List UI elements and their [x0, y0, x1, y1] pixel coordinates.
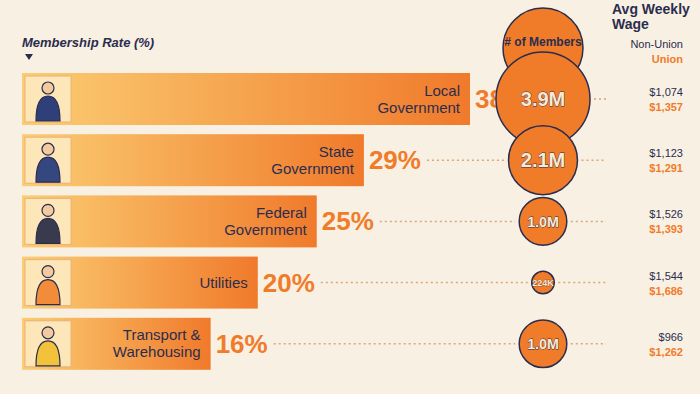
wage-header: Avg WeeklyWage	[612, 1, 690, 32]
icon-body	[36, 341, 60, 366]
member-circle	[519, 320, 567, 368]
axis-label: Membership Rate (%)	[22, 35, 154, 50]
member-label: 1.0M	[527, 336, 559, 352]
icon-head	[42, 143, 54, 155]
icon-tile	[25, 198, 71, 244]
background	[0, 0, 700, 394]
leader-line	[321, 282, 528, 284]
bar	[22, 73, 470, 125]
chart: Membership Rate (%) # of Members Avg Weekl…	[0, 0, 700, 394]
icon-tile	[25, 137, 71, 183]
icon-tile	[25, 76, 71, 122]
category-label-line: Local	[424, 82, 460, 99]
icon-tile	[25, 260, 71, 306]
data-label: 29%	[369, 145, 421, 175]
wage-value: $966	[659, 331, 683, 343]
category-label-line: Federal	[256, 204, 307, 221]
member-label: 224K	[532, 278, 554, 288]
wage-value: $1,526	[649, 208, 683, 220]
wage-value: $1,291	[649, 162, 683, 174]
members-header: # of Members	[504, 35, 582, 49]
category-label-line: Government	[377, 99, 460, 116]
wage-value: $1,544	[649, 270, 683, 282]
category-label: FederalGovernment	[224, 204, 307, 238]
leader-line	[558, 282, 606, 284]
leader-line	[581, 159, 606, 161]
member-label: 3.9M	[521, 88, 565, 110]
icon-head	[42, 327, 54, 339]
bar	[22, 257, 258, 309]
bar	[22, 134, 364, 186]
leader-line	[571, 343, 606, 345]
icon-tile	[25, 321, 71, 367]
wage-value: $1,123	[649, 147, 683, 159]
leader-line	[594, 98, 606, 100]
category-label-line: Government	[271, 160, 354, 177]
leader-line	[380, 221, 515, 223]
data-label: 25%	[322, 206, 374, 236]
wage-value: $1,262	[649, 346, 683, 358]
category-label-line: Warehousing	[113, 343, 201, 360]
icon-head	[42, 82, 54, 94]
category-label: Utilities	[199, 274, 247, 291]
axis-label-arrow	[25, 54, 33, 60]
category-label: StateGovernment	[271, 143, 354, 177]
category-label: Transport &Warehousing	[113, 326, 201, 360]
icon-body	[36, 280, 60, 305]
data-label: 16%	[216, 329, 268, 359]
category-label-line: Transport &	[123, 326, 201, 343]
bar	[22, 318, 211, 370]
icon-head	[42, 204, 54, 216]
leader-line	[571, 221, 606, 223]
wage-value: $1,393	[649, 223, 683, 235]
category-label-line: Government	[224, 221, 307, 238]
wage-value: $1,686	[649, 285, 683, 297]
icon-body	[36, 218, 60, 243]
leader-line	[427, 159, 505, 161]
data-label: 20%	[263, 268, 315, 298]
wage-value: $1,357	[649, 101, 683, 113]
icon-body	[36, 96, 60, 121]
bars	[22, 73, 470, 370]
leader-line	[274, 343, 516, 345]
wage-header-line: Wage	[612, 16, 649, 32]
wage-legend: Non-Union	[630, 38, 683, 50]
category-label-line: State	[319, 143, 354, 160]
wage-legend: Union	[652, 53, 683, 65]
member-label: 1.0M	[527, 214, 559, 230]
wage-header-line: Avg Weekly	[612, 1, 690, 17]
category-label: LocalGovernment	[377, 82, 460, 116]
member-circle	[532, 271, 555, 294]
category-label-line: Utilities	[199, 274, 247, 291]
icon-head	[42, 266, 54, 278]
member-circle	[519, 198, 567, 246]
icon-body	[36, 157, 60, 182]
member-label: 2.1M	[521, 149, 565, 171]
wage-value: $1,074	[649, 86, 683, 98]
member-circle	[509, 126, 578, 195]
bar	[22, 195, 317, 247]
